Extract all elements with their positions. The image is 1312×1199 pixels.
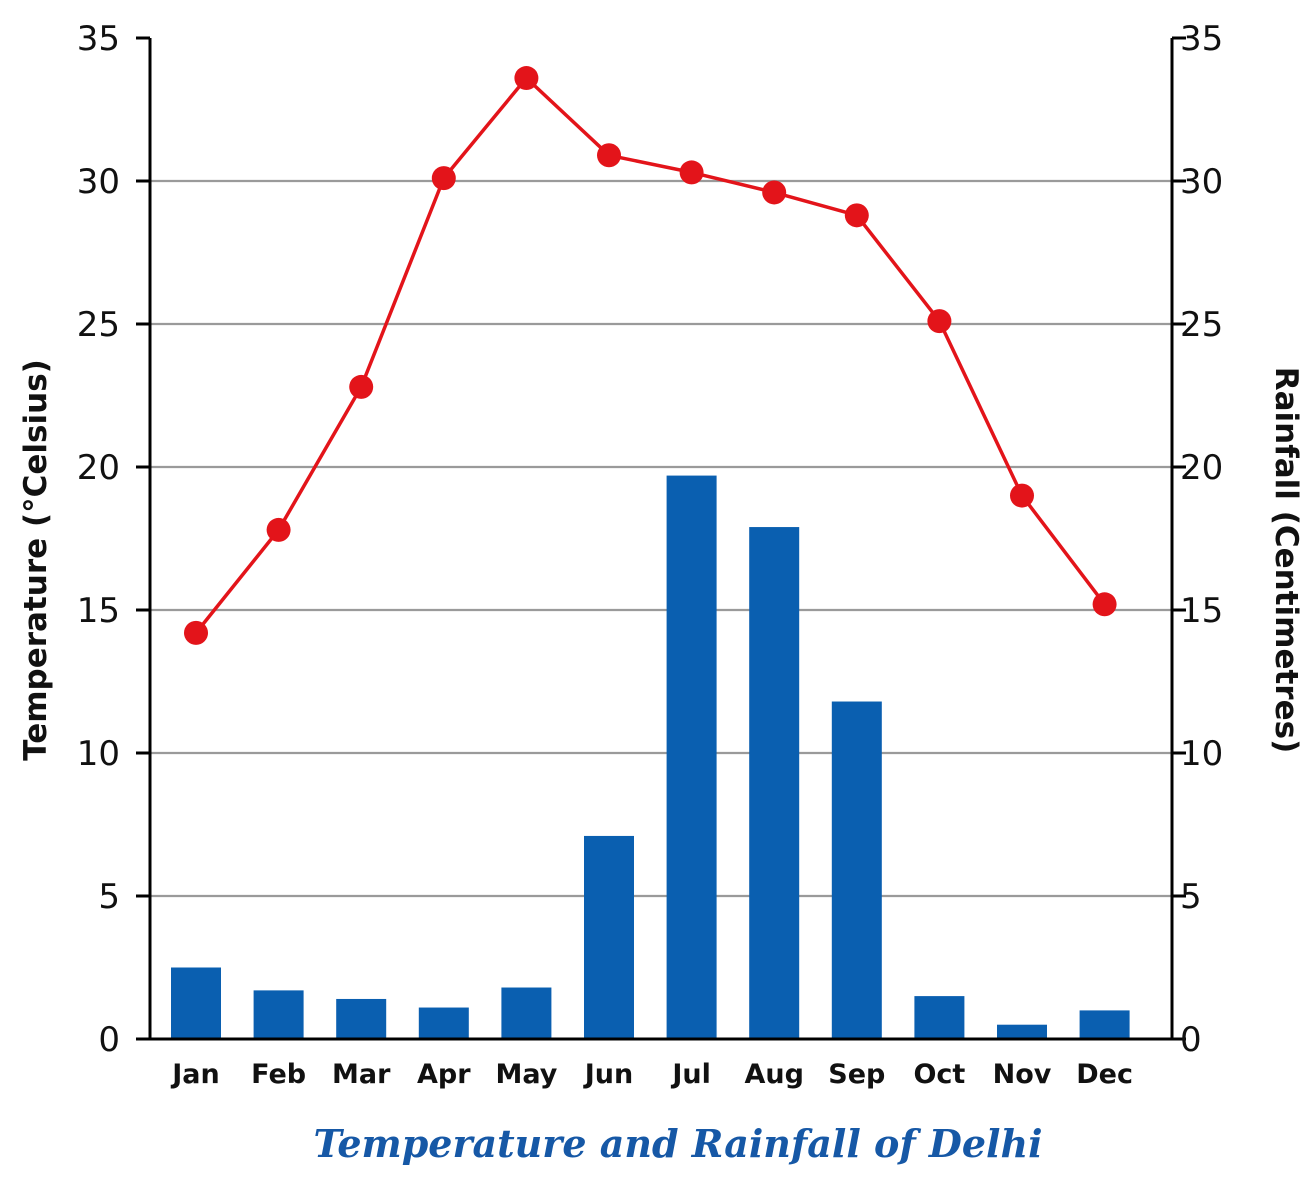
temperature-point-may	[514, 66, 539, 91]
temperature-point-aug	[762, 180, 787, 205]
chart-title: Temperature and Rainfall of Delhi	[313, 1121, 1042, 1166]
month-label-aug: Aug	[744, 1059, 803, 1090]
left-tick-label: 0	[98, 1020, 120, 1060]
grid-lines	[150, 179, 1172, 898]
left-tick-label: 5	[98, 877, 120, 917]
month-label-jul: Jul	[670, 1059, 711, 1090]
left-tick-label: 25	[77, 305, 120, 345]
temperature-point-mar	[349, 374, 374, 399]
rainfall-bars	[171, 475, 1130, 1040]
month-label-mar: Mar	[332, 1059, 391, 1090]
right-tick-label: 20	[1180, 448, 1223, 488]
rainfall-bar-apr	[418, 1007, 469, 1039]
rainfall-bar-oct	[914, 996, 965, 1039]
temperature-point-jun	[597, 143, 621, 168]
month-label-oct: Oct	[913, 1059, 965, 1090]
tick-labels: 0 5 10 15 20 25 30 35 0 5 10 15 20 25 30 35 Jan Feb Mar Apr…	[77, 19, 1224, 1090]
temperature-line	[184, 66, 1117, 645]
temperature-point-oct	[927, 309, 952, 334]
month-label-jun: Jun	[583, 1059, 634, 1090]
right-tick-label: 10	[1180, 734, 1223, 774]
left-tick-label: 10	[77, 734, 120, 774]
month-label-nov: Nov	[993, 1059, 1052, 1090]
left-tick-label: 15	[77, 591, 120, 631]
rainfall-bar-nov	[997, 1024, 1047, 1039]
left-tick-label: 35	[77, 19, 120, 59]
month-label-sep: Sep	[828, 1059, 885, 1090]
right-tick-label: 25	[1180, 305, 1223, 345]
rainfall-bar-aug	[749, 527, 800, 1039]
rainfall-bar-dec	[1079, 1010, 1130, 1039]
rainfall-bar-may	[501, 987, 552, 1039]
month-label-may: May	[495, 1059, 557, 1090]
temperature-point-feb	[266, 517, 291, 542]
rainfall-bar-mar	[336, 998, 387, 1039]
right-tick-label: 30	[1180, 162, 1223, 202]
temperature-point-apr	[431, 166, 456, 191]
month-label-apr: Apr	[417, 1059, 471, 1090]
right-tick-label: 0	[1180, 1020, 1202, 1060]
temperature-point-sep	[844, 203, 869, 228]
rainfall-bar-feb	[253, 990, 304, 1039]
month-label-dec: Dec	[1076, 1059, 1133, 1090]
temperature-point-nov	[1010, 483, 1034, 508]
rainfall-bar-jan	[171, 967, 221, 1039]
rainfall-bar-jul	[666, 475, 717, 1040]
right-axis-title: Rainfall (Centimetres)	[1268, 367, 1304, 753]
left-axis-title: Temperature (°Celsius)	[18, 359, 54, 761]
temperature-polyline	[194, 76, 1106, 634]
month-label-feb: Feb	[251, 1059, 306, 1090]
temperature-point-jan	[184, 620, 208, 645]
rainfall-bar-jun	[584, 835, 634, 1039]
left-tick-label: 20	[77, 448, 120, 488]
rainfall-bar-sep	[831, 701, 882, 1039]
temperature-point-jul	[679, 160, 704, 185]
right-tick-label: 5	[1180, 877, 1202, 917]
temperature-point-dec	[1092, 592, 1117, 617]
right-tick-label: 35	[1180, 19, 1223, 59]
right-tick-label: 15	[1180, 591, 1223, 631]
axes	[136, 36, 1186, 1041]
month-label-jan: Jan	[170, 1059, 220, 1090]
left-tick-label: 30	[77, 162, 120, 202]
